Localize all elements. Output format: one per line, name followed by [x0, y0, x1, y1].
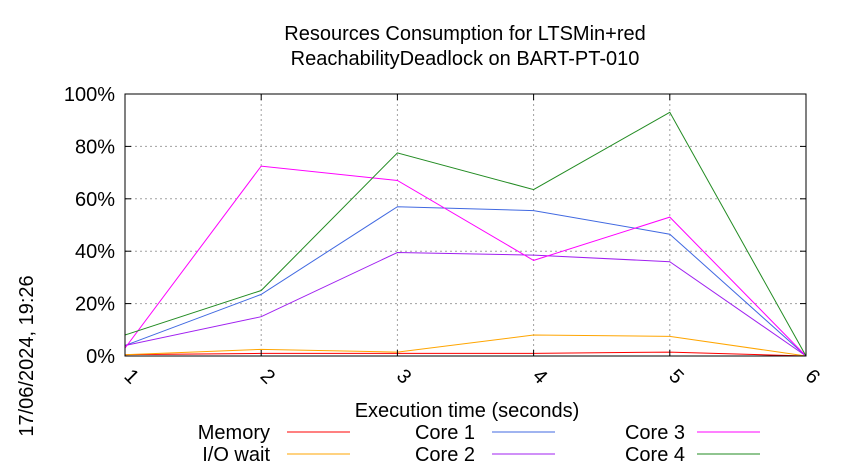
legend-label: Core 3: [625, 422, 685, 444]
series-line-core-1: [124, 206, 807, 357]
legend-label: Memory: [198, 422, 270, 444]
legend-item-core-2: Core 2: [415, 444, 555, 466]
x-tick-label: 4: [528, 365, 551, 388]
series-line-core-3: [124, 165, 807, 357]
series-line-i-o-wait: [124, 334, 807, 357]
x-tick-label: 2: [256, 365, 279, 388]
x-tick-label: 1: [120, 365, 143, 388]
y-tick-label: 40%: [75, 241, 115, 263]
legend-item-memory: Memory: [198, 422, 350, 444]
legend-label: Core 4: [625, 444, 685, 466]
y-tick-label: 0%: [86, 346, 115, 368]
plot-frame: [124, 93, 807, 357]
legend-item-core-4: Core 4: [625, 444, 760, 466]
x-axis: 1 2 3 4 5 6: [120, 94, 824, 388]
chart-subtitle: ReachabilityDeadlock on BART-PT-010: [291, 48, 640, 70]
series-line-core-2: [124, 251, 807, 357]
legend-label: Core 2: [415, 444, 475, 466]
x-tick-label: 5: [664, 365, 687, 388]
legend-item-i-o-wait: I/O wait: [202, 444, 350, 466]
series-lines: [124, 111, 807, 357]
timestamp: 17/06/2024, 19:26: [16, 275, 38, 436]
grid: [125, 94, 806, 356]
x-axis-label: Execution time (seconds): [355, 400, 580, 422]
chart-title: Resources Consumption for LTSMin+red: [284, 23, 645, 45]
x-tick-label: 6: [801, 365, 824, 388]
legend-item-core-3: Core 3: [625, 422, 760, 444]
series-line-core-4: [124, 111, 807, 357]
y-tick-label: 20%: [75, 294, 115, 316]
x-tick-label: 3: [392, 365, 415, 388]
series-line-memory: [124, 351, 807, 357]
y-tick-label: 100%: [64, 84, 115, 106]
legend-item-core-1: Core 1: [415, 422, 555, 444]
legend-label: I/O wait: [202, 444, 270, 466]
y-tick-label: 60%: [75, 189, 115, 211]
y-axis: 0% 20% 40% 60% 80% 100%: [64, 84, 806, 368]
y-tick-label: 80%: [75, 136, 115, 158]
legend-label: Core 1: [415, 422, 475, 444]
